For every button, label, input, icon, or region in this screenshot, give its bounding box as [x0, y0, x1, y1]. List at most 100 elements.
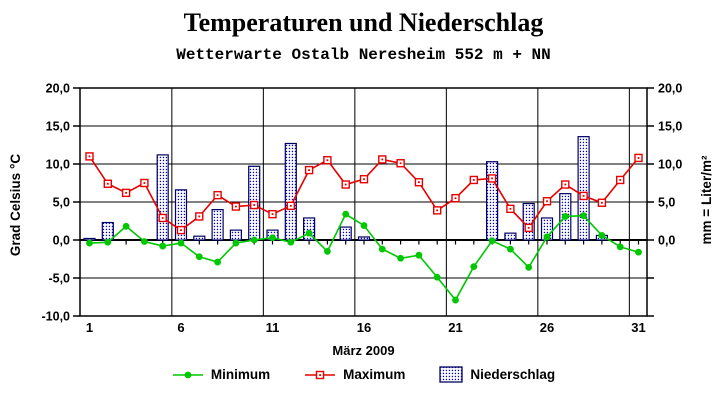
- minimum-marker: [324, 248, 331, 255]
- maximum-marker-dot: [253, 204, 256, 206]
- maximum-marker-dot: [619, 179, 622, 181]
- minimum-marker: [525, 263, 533, 271]
- minimum-marker: [580, 212, 587, 220]
- minimum-marker: [104, 238, 112, 246]
- minimum-marker: [543, 233, 551, 241]
- chart-title: Temperaturen und Niederschlag: [183, 8, 544, 37]
- x-axis-tick-label: 26: [540, 320, 554, 335]
- minimum-marker: [415, 251, 423, 259]
- legend-label-minimum: Minimum: [210, 367, 271, 382]
- minimum-marker: [305, 229, 313, 237]
- minimum-marker: [378, 245, 386, 253]
- maximum-marker-dot: [491, 177, 493, 180]
- chart-subtitle: Wetterwarte Ostalb Neresheim 552 m + NN: [176, 46, 551, 64]
- minimum-marker: [561, 213, 569, 220]
- left-axis-tick-label: 10,0: [46, 158, 70, 172]
- maximum-marker-dot: [436, 209, 439, 212]
- niederschlag-swatch-icon: [439, 366, 464, 383]
- precipitation-bar: [339, 226, 352, 241]
- x-axis-label: März 2009: [332, 343, 395, 358]
- precipitation-bar: [357, 236, 371, 241]
- legend-label-maximum: Maximum: [343, 367, 406, 382]
- precipitation-bar: [486, 161, 499, 241]
- legend-item-niederschlag: Niederschlag: [439, 366, 555, 383]
- precipitation-bar: [577, 136, 590, 241]
- minimum-marker: [635, 248, 642, 256]
- maximum-marker-dot: [344, 183, 347, 186]
- right-axis-tick-label: 5,0: [658, 196, 675, 210]
- right-axis-tick-label: 20,0: [658, 82, 682, 96]
- minimum-marker: [195, 253, 203, 261]
- minimum-marker: [452, 296, 459, 304]
- minimum-marker: [269, 234, 276, 242]
- minimum-marker: [616, 243, 624, 251]
- maximum-marker-dot: [582, 195, 585, 197]
- maximum-marker-dot: [418, 181, 420, 184]
- minimum-marker: [470, 263, 478, 270]
- maximum-marker-dot: [235, 205, 237, 208]
- minimum-marker: [122, 222, 130, 230]
- left-axis-tick-label: -5,0: [48, 272, 70, 286]
- minimum-marker: [232, 239, 240, 247]
- maximum-marker-dot: [454, 197, 457, 200]
- left-axis-tick-label: 5,0: [53, 196, 70, 210]
- maximum-marker-dot: [88, 155, 91, 158]
- x-axis-tick-label: 6: [177, 320, 184, 335]
- left-axis-tick-label: 0,0: [53, 234, 70, 248]
- minimum-marker: [360, 222, 368, 229]
- maximum-marker-dot: [527, 226, 530, 229]
- left-axis-tick-label: 20,0: [46, 82, 70, 96]
- x-axis-tick-label: 16: [357, 320, 371, 335]
- maximum-marker-dot: [381, 158, 384, 161]
- maximum-marker-dot: [326, 159, 329, 162]
- minimum-marker: [342, 210, 350, 218]
- maximum-marker-dot: [289, 204, 292, 207]
- maximum-marker-dot: [564, 183, 567, 186]
- left-axis-tick-label: -10,0: [42, 310, 71, 324]
- maximum-marker-icon: [305, 370, 336, 379]
- minimum-marker: [287, 238, 295, 246]
- maximum-marker-dot: [271, 213, 274, 216]
- minimum-marker: [141, 238, 148, 245]
- maximum-marker-dot: [180, 229, 182, 232]
- x-axis-tick-label: 21: [448, 320, 462, 335]
- precipitation-bar: [211, 209, 224, 241]
- maximum-marker-dot: [637, 157, 640, 159]
- minimum-marker: [177, 239, 185, 247]
- right-axis-tick-label: 10,0: [658, 158, 682, 172]
- maximum-marker-dot: [546, 200, 548, 203]
- minimum-marker: [250, 236, 258, 244]
- maximum-marker-dot: [143, 182, 146, 184]
- minimum-marker: [159, 242, 167, 250]
- maximum-marker-dot: [509, 207, 512, 210]
- minimum-marker: [433, 273, 441, 281]
- legend-item-minimum: Minimum: [172, 367, 270, 382]
- precipitation-bar: [229, 229, 242, 241]
- x-axis-tick-label: 31: [631, 320, 645, 335]
- precipitation-bar: [303, 217, 316, 241]
- precipitation-bar: [193, 235, 206, 241]
- minimum-marker-icon: [172, 371, 203, 378]
- legend-label-niederschlag: Niederschlag: [470, 367, 556, 382]
- left-axis-tick-label: 15,0: [46, 120, 70, 134]
- maximum-marker-dot: [198, 215, 201, 218]
- maximum-marker-dot: [308, 169, 310, 171]
- minimum-marker: [507, 245, 514, 253]
- minimum-marker: [488, 237, 496, 245]
- maximum-marker-dot: [472, 179, 475, 181]
- maximum-marker-dot: [399, 162, 402, 165]
- minimum-marker: [86, 239, 93, 247]
- x-axis-tick-label: 1: [86, 320, 93, 335]
- right-axis-tick-label: 0,0: [658, 234, 675, 248]
- legend: Minimum Maximum Niederschlag: [0, 366, 727, 383]
- maximum-marker-dot: [125, 191, 127, 194]
- minimum-marker: [397, 254, 404, 262]
- maximum-marker-dot: [363, 178, 365, 181]
- precipitation-bar: [504, 232, 517, 241]
- minimum-marker: [214, 258, 222, 266]
- minimum-marker: [598, 232, 606, 239]
- maximum-marker-dot: [106, 182, 109, 185]
- maximum-marker-dot: [161, 217, 164, 219]
